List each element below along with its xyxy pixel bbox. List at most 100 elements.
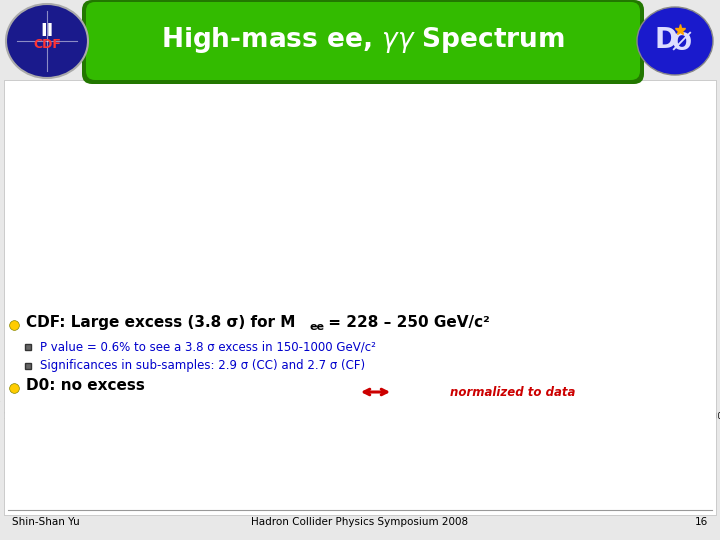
Total Background xyxy=(510,284,519,291)
X-axis label: M(ee) (GeV/c²): M(ee) (GeV/c²) xyxy=(138,427,204,436)
Bar xyxy=(260,303,278,540)
Total Background xyxy=(451,237,459,243)
Bar xyxy=(133,160,138,216)
Bar xyxy=(575,323,594,540)
Bar xyxy=(296,321,313,540)
Bar xyxy=(225,286,242,540)
Bar xyxy=(436,221,455,540)
Text: D0: no excess: D0: no excess xyxy=(26,379,145,394)
Bar xyxy=(693,388,713,540)
Bar xyxy=(11,186,19,540)
Bar xyxy=(170,207,175,216)
Legend: data, Drell-Yan, QCD, Other SM: data, Drell-Yan, QCD, Other SM xyxy=(282,95,328,133)
Bar xyxy=(73,251,82,540)
Bar xyxy=(278,310,295,540)
Bar xyxy=(64,241,73,540)
Total Background xyxy=(590,332,598,339)
Bar xyxy=(377,150,396,540)
Bar xyxy=(19,149,29,540)
Bar xyxy=(73,198,82,540)
Y-axis label: Number of events/10 GeV: Number of events/10 GeV xyxy=(313,188,322,306)
Bar xyxy=(416,201,436,540)
Bar xyxy=(207,285,224,540)
FancyBboxPatch shape xyxy=(4,80,716,515)
Bar xyxy=(118,244,135,540)
Bar xyxy=(207,278,224,540)
Bar xyxy=(197,214,207,216)
Bar xyxy=(217,215,228,216)
Total Background xyxy=(629,355,638,361)
Bar xyxy=(138,173,143,216)
Bar xyxy=(100,218,117,540)
Total Background xyxy=(392,173,400,180)
Bar xyxy=(55,232,64,540)
Text: Hadron Collider Physics Symposium 2008: Hadron Collider Physics Symposium 2008 xyxy=(251,517,469,527)
Bar xyxy=(197,215,207,216)
Bar xyxy=(144,182,149,216)
Bar xyxy=(135,254,153,540)
Bar xyxy=(73,214,82,540)
Text: normalized to data: normalized to data xyxy=(450,386,575,399)
Text: Shin-Shan Yu: Shin-Shan Yu xyxy=(12,517,80,527)
Total Background xyxy=(708,385,717,392)
Line: Total Background: Total Background xyxy=(356,120,713,388)
Bar xyxy=(171,270,189,540)
Bar xyxy=(278,363,295,540)
Ellipse shape xyxy=(637,7,713,75)
Bar xyxy=(171,312,189,540)
Bar xyxy=(594,327,613,335)
FancyBboxPatch shape xyxy=(82,0,644,84)
Bar xyxy=(118,283,135,540)
Bar xyxy=(64,191,73,540)
Bar xyxy=(356,120,376,540)
Bar xyxy=(634,358,653,540)
Bar xyxy=(19,168,29,540)
Total Background xyxy=(688,385,697,392)
Bar xyxy=(133,198,138,216)
Bar xyxy=(153,303,171,540)
Bar xyxy=(11,141,19,540)
Bar xyxy=(228,215,238,216)
Bar xyxy=(296,319,313,540)
Bar xyxy=(189,268,207,540)
Text: = 228 – 250 GeV/c²: = 228 – 250 GeV/c² xyxy=(323,315,490,330)
Bar xyxy=(160,211,165,216)
Bar xyxy=(278,312,295,540)
Bar xyxy=(594,335,613,540)
Bar xyxy=(29,177,37,540)
Bar xyxy=(207,214,217,216)
Bar xyxy=(149,190,154,216)
Bar xyxy=(296,372,313,540)
Bar xyxy=(693,342,713,388)
Bar xyxy=(29,203,37,540)
Total Background xyxy=(431,218,440,225)
Bar xyxy=(260,303,278,540)
Text: ee: ee xyxy=(310,322,325,332)
Bar xyxy=(138,202,143,216)
Total Background xyxy=(372,146,380,153)
Text: DØ  1 fb⁻¹: DØ 1 fb⁻¹ xyxy=(541,148,603,158)
Bar xyxy=(118,230,135,540)
Total Background xyxy=(471,255,480,261)
Text: CDF: CDF xyxy=(33,38,61,51)
Text: P value = 0.6% to see a 3.8 σ excess in 150-1000 GeV/c²: P value = 0.6% to see a 3.8 σ excess in … xyxy=(40,341,376,354)
Text: CDF: CDF xyxy=(37,123,80,142)
Total Background xyxy=(530,298,539,305)
Bar xyxy=(160,200,165,216)
Bar xyxy=(100,272,117,540)
Bar xyxy=(154,210,159,216)
Bar xyxy=(19,194,29,540)
Y-axis label: Events/10 GeV/c²: Events/10 GeV/c² xyxy=(105,141,110,183)
Text: D: D xyxy=(654,26,678,54)
Text: Ø: Ø xyxy=(672,31,692,55)
Bar xyxy=(554,313,574,540)
Bar xyxy=(515,287,534,540)
Bar xyxy=(189,278,207,540)
Total Background xyxy=(550,309,559,316)
Bar xyxy=(135,241,153,540)
Bar xyxy=(614,323,634,347)
Bar xyxy=(153,262,171,540)
Bar xyxy=(55,200,64,540)
FancyBboxPatch shape xyxy=(86,2,640,80)
Bar xyxy=(11,164,19,540)
